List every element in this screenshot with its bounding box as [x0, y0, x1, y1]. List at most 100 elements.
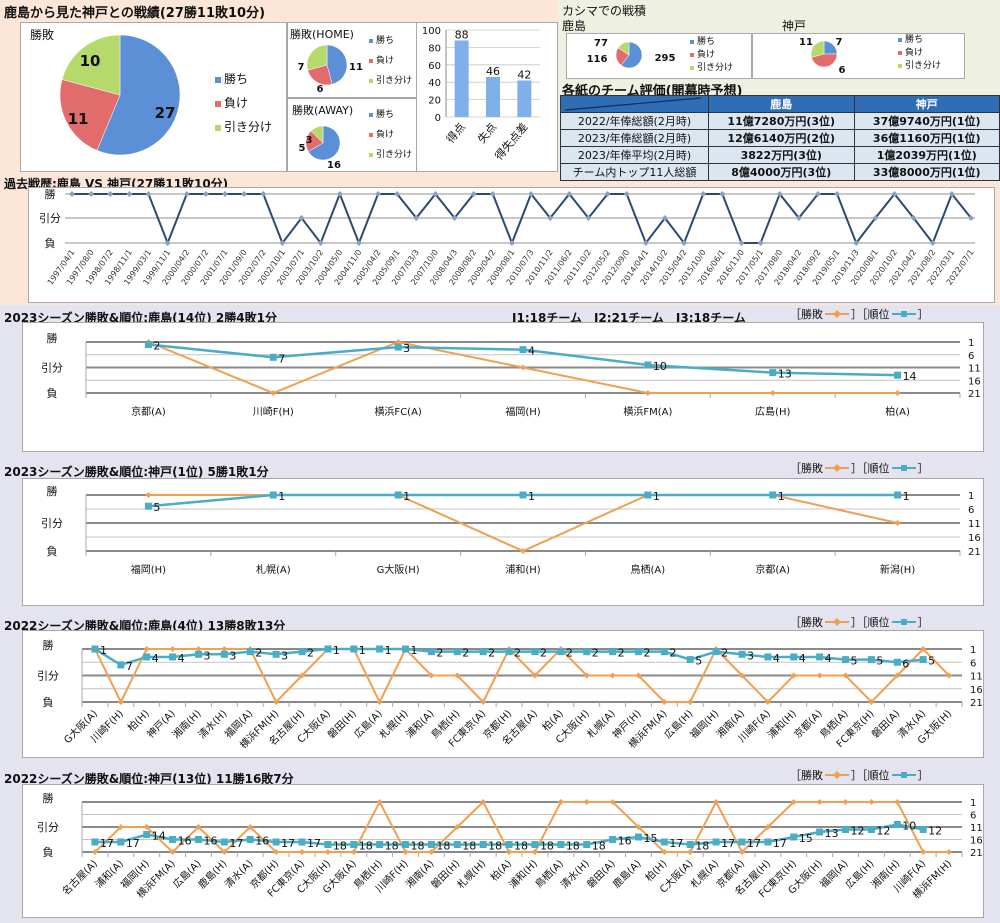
data-point-marker [432, 191, 439, 197]
table-row: チーム内トップ11人総額 8億4000万円(3位) 33億8000万円(1位) [560, 163, 1000, 181]
away-pie-title: 勝敗(AWAY) [292, 104, 354, 117]
rank-data-label: 17 [100, 837, 114, 850]
result-marker [531, 849, 538, 855]
rank-data-label: 1 [100, 644, 107, 657]
legend-result-label: ［勝敗 [790, 308, 823, 321]
y-tick-label: 60 [428, 61, 441, 72]
result-marker [583, 799, 590, 805]
data-point-marker [853, 240, 860, 246]
x-category-label: 清水(H) [195, 707, 229, 741]
rank-data-label: 10 [902, 820, 916, 833]
bar-value-label: 46 [486, 65, 500, 78]
legend-label: 負け [376, 128, 394, 140]
pie-slice [61, 34, 121, 96]
rank-data-label: 2 [153, 340, 160, 353]
x-category-label: 福岡(H) [131, 563, 166, 576]
result-marker [221, 849, 228, 855]
result-marker [376, 799, 383, 805]
rank-marker [894, 371, 902, 379]
rank-data-label: 17 [721, 837, 735, 850]
result-marker [713, 799, 720, 805]
legend-label: 勝ち [905, 33, 923, 45]
kobe-value: 36億1160万円(1位) [853, 129, 1000, 147]
legend-label: 負け [376, 54, 394, 66]
rank-data-label: 18 [566, 840, 580, 853]
result-marker [221, 646, 228, 652]
rank-data-label: 2 [436, 647, 443, 660]
result-marker [273, 699, 280, 705]
rank-marker [557, 648, 565, 656]
rank-marker [686, 656, 694, 664]
result-marker [764, 824, 771, 830]
data-point-marker [489, 191, 496, 197]
result-line [94, 647, 950, 705]
history-line [72, 191, 972, 246]
column-header-kashima: 鹿島 [708, 95, 855, 113]
pie-data-label: 27 [155, 104, 176, 122]
result-axis-label: 勝 [43, 791, 54, 805]
rank-data-label: 18 [488, 840, 502, 853]
result-marker [428, 849, 435, 855]
result-marker [661, 849, 668, 855]
rank-marker [91, 838, 99, 846]
rank-marker [583, 841, 591, 848]
result-marker [247, 824, 254, 830]
legend-label: 負け [697, 48, 715, 60]
legend-label: 勝ち [376, 108, 394, 120]
pie-slice [307, 64, 333, 86]
data-point-marker [279, 240, 286, 246]
y-axis-label: 引分 [39, 211, 61, 225]
bar-value-label: 88 [455, 28, 469, 41]
rank-marker [394, 491, 402, 499]
result-marker [687, 699, 694, 705]
rank-data-label: 17 [229, 837, 243, 850]
x-category-label: 磐田(H) [325, 707, 359, 741]
result-marker [790, 672, 797, 679]
rank-marker [117, 838, 125, 846]
result-marker [350, 849, 357, 855]
rank-data-label: 18 [411, 840, 425, 853]
rank-marker [376, 645, 384, 653]
rank-marker [519, 491, 527, 499]
y-axis-label: 負 [45, 237, 56, 250]
orange-diamond-line-icon [825, 618, 849, 626]
x-category-label: 福岡(H) [505, 405, 540, 418]
rank-marker [298, 838, 306, 846]
column-header-kobe: 神戸 [853, 95, 1000, 113]
rank-axis-tick-label: 11 [968, 519, 981, 530]
pie-slice [307, 125, 341, 161]
result-axis-label: 引分 [37, 669, 59, 683]
pie-data-label: 5 [299, 143, 306, 154]
data-point-marker [451, 215, 458, 221]
rank-data-label: 1 [278, 490, 285, 503]
rank-marker [867, 826, 875, 833]
data-point-marker [872, 215, 879, 221]
rank-data-label: 17 [669, 837, 683, 850]
legend-label: 負け [224, 96, 248, 110]
legend-swatch-icon [369, 113, 373, 117]
rank-marker [816, 828, 824, 836]
result-marker [145, 492, 152, 498]
rank-data-label: 3 [403, 342, 410, 355]
rank-marker [298, 648, 306, 656]
bar [454, 40, 469, 117]
rank-marker [842, 826, 850, 833]
data-point-marker [222, 191, 229, 197]
rank-data-label: 18 [695, 840, 709, 853]
rank-data-label: 1 [903, 490, 910, 503]
rank-marker [479, 648, 487, 656]
rank-data-label: 1 [653, 490, 660, 503]
rank-data-label: 2 [462, 647, 469, 660]
rank-data-label: 12 [928, 825, 942, 838]
pie-data-label: 77 [594, 38, 608, 49]
rank-axis-tick-label: 21 [970, 698, 983, 709]
season-title-2023-kashima: 2023シーズン勝敗&順位:鹿島(14位) 2勝4敗1分 [4, 311, 277, 325]
result-marker [402, 849, 409, 855]
rank-data-label: 17 [126, 837, 140, 850]
table-row: 2022/年俸総額(2月時) 11億7280万円(3位) 37億9740万円(1位) [560, 112, 1000, 130]
rank-marker [769, 491, 777, 499]
data-point-marker [968, 215, 974, 221]
bar [486, 76, 500, 117]
x-category-label: 浦和(H) [765, 707, 799, 741]
rank-data-label: 15 [643, 832, 657, 845]
